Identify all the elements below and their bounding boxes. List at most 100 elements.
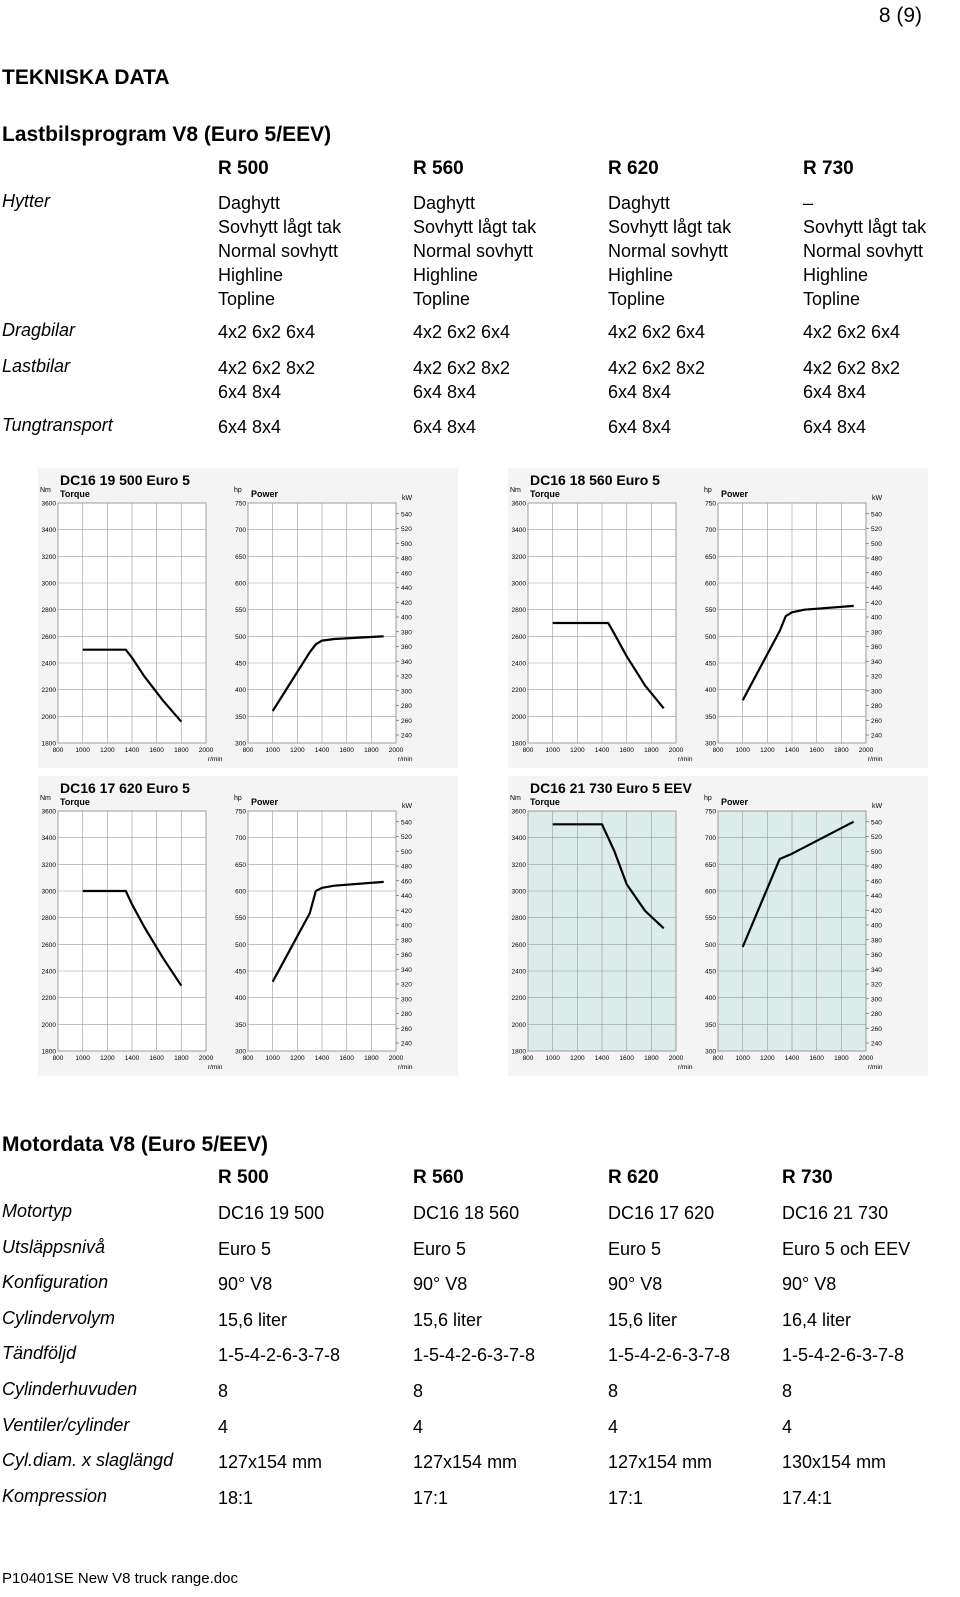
kw-tick-label: 360	[401, 952, 412, 959]
motor-cell: DC16 18 560	[413, 1203, 520, 1223]
program-cell: 6x4 8x4	[218, 417, 282, 437]
program-row-label: Dragbilar	[2, 320, 76, 340]
program-cell: Normal sovhytt	[413, 241, 534, 261]
torque-curve	[82, 648, 183, 723]
x-tick-label: 1800	[644, 1055, 659, 1062]
motor-cell: DC16 17 620	[608, 1203, 715, 1223]
hp-tick-label: 600	[705, 889, 716, 896]
motor-cell: 16,4 liter	[782, 1310, 852, 1330]
torque-tick-label: 2200	[42, 995, 57, 1002]
program-col-r500: R 500	[218, 158, 269, 179]
motor-cell: 8	[608, 1381, 619, 1401]
x-tick-label: 1400	[785, 1055, 800, 1062]
x-tick-label: 1600	[339, 1055, 354, 1062]
program-col-r620: R 620	[608, 158, 659, 179]
torque-tick-label: 3200	[42, 554, 57, 561]
chart-title: DC16 18 560 Euro 5	[530, 472, 660, 488]
kw-tick-label: 540	[871, 819, 882, 826]
kw-tick-label: 320	[401, 674, 412, 681]
program-cell: Highline	[218, 265, 284, 285]
torque-tick-label: 3200	[512, 862, 527, 869]
x-tick-label: 800	[53, 1055, 64, 1062]
torque-tick-label: 3600	[42, 501, 57, 508]
program-cell: 4x2 6x2 8x2	[413, 358, 511, 378]
program-cell: 4x2 6x2 8x2	[218, 358, 316, 378]
torque-tick-label: 3000	[42, 581, 57, 588]
x-tick-label: 1000	[735, 1055, 750, 1062]
hp-tick-label: 650	[235, 862, 246, 869]
program-row-label: Tungtransport	[2, 415, 113, 435]
motor-cell: 1-5-4-2-6-3-7-8	[782, 1345, 905, 1365]
program-cell: Topline	[218, 289, 276, 309]
program-cell: Sovhytt lågt tak	[218, 217, 342, 237]
engine-chart: DC16 18 560 Euro 5 Torque Power Nm hp kW 800 10…	[508, 468, 928, 768]
kw-tick-label: 360	[871, 644, 882, 651]
motor-cell: Euro 5	[218, 1239, 272, 1259]
motor-col-r730: R 730	[782, 1167, 833, 1188]
kw-tick-label: 300	[871, 996, 882, 1003]
kw-tick-label: 520	[871, 834, 882, 841]
hp-tick-label: 600	[235, 581, 246, 588]
torque-label: Torque	[530, 797, 560, 807]
motor-cell: 4	[413, 1417, 424, 1437]
motor-cell: 1-5-4-2-6-3-7-8	[608, 1345, 731, 1365]
torque-tick-label: 2800	[512, 915, 527, 922]
x-unit: r/min	[868, 756, 883, 763]
x-tick-label: 1600	[149, 1055, 164, 1062]
kw-tick-label: 240	[871, 1041, 882, 1048]
x-tick-label: 800	[243, 747, 254, 754]
engine-chart: DC16 21 730 Euro 5 EEV Torque Power Nm hp kW 8…	[508, 776, 928, 1076]
kw-tick-label: 300	[871, 688, 882, 695]
hp-unit: hp	[234, 487, 242, 494]
kw-tick-label: 340	[871, 967, 882, 974]
x-unit: r/min	[868, 1064, 883, 1071]
kw-tick-label: 300	[401, 688, 412, 695]
torque-tick-label: 3400	[512, 527, 527, 534]
hp-tick-label: 400	[235, 995, 246, 1002]
footer: P10401SE New V8 truck range.doc	[2, 1570, 238, 1587]
kw-unit: kW	[402, 495, 413, 502]
hp-tick-label: 300	[235, 741, 246, 748]
x-tick-label: 800	[713, 747, 724, 754]
kw-tick-label: 340	[871, 659, 882, 666]
hp-tick-label: 750	[235, 809, 246, 816]
program-cell: 4x2 6x2 8x2	[608, 358, 706, 378]
motor-cell: 130x154 mm	[782, 1452, 887, 1472]
motor-row-label: Utsläppsnivå	[2, 1237, 106, 1257]
kw-tick-label: 520	[401, 834, 412, 841]
hp-tick-label: 400	[705, 995, 716, 1002]
kw-unit: kW	[402, 803, 413, 810]
x-tick-label: 2000	[199, 1055, 214, 1062]
program-cell: Topline	[413, 289, 471, 309]
x-tick-label: 1000	[75, 747, 90, 754]
kw-tick-label: 380	[401, 629, 412, 636]
x-tick-label: 1800	[834, 747, 849, 754]
x-tick-label: 800	[523, 747, 534, 754]
torque-unit: Nm	[40, 795, 51, 802]
hp-tick-label: 400	[705, 687, 716, 694]
kw-tick-label: 460	[871, 878, 882, 885]
torque-tick-label: 2800	[42, 915, 57, 922]
torque-tick-label: 2800	[42, 607, 57, 614]
motor-row-label: Kompression	[2, 1486, 108, 1506]
hp-tick-label: 550	[705, 607, 716, 614]
power-label: Power	[721, 797, 749, 807]
program-cell: 6x4 8x4	[608, 417, 672, 437]
x-unit: r/min	[398, 1064, 413, 1071]
kw-tick-label: 460	[871, 570, 882, 577]
torque-tick-label: 3400	[42, 835, 57, 842]
kw-tick-label: 280	[871, 703, 882, 710]
kw-tick-label: 440	[401, 893, 412, 900]
motor-cell: DC16 19 500	[218, 1203, 325, 1223]
torque-tick-label: 3600	[512, 809, 527, 816]
torque-tick-label: 3400	[512, 835, 527, 842]
kw-tick-label: 260	[401, 1026, 412, 1033]
kw-tick-label: 420	[871, 600, 882, 607]
program-cell: 4x2 6x2 8x2	[803, 358, 901, 378]
motor-col-r500: R 500	[218, 1167, 269, 1188]
power-curve	[741, 604, 854, 701]
motor-row-label: Cyl.diam. x slaglängd	[2, 1450, 174, 1470]
motor-row-label: Konfiguration	[2, 1272, 109, 1292]
x-tick-label: 1800	[174, 747, 189, 754]
